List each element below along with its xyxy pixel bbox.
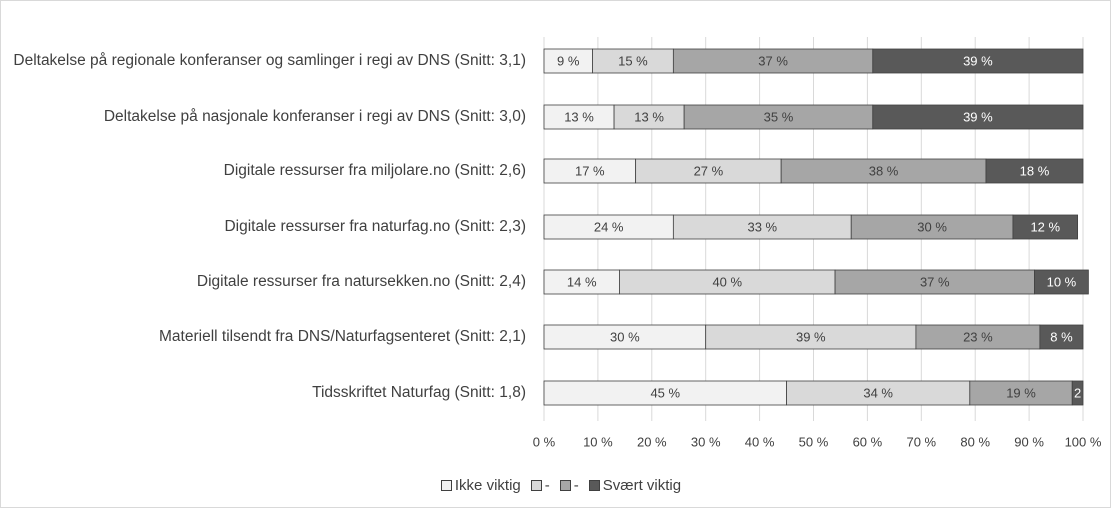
- bar-segment: [1034, 269, 1089, 295]
- legend-label: Ikke viktig: [454, 477, 521, 494]
- value-label: 12 %: [1030, 219, 1060, 234]
- value-label: 30 %: [610, 329, 640, 344]
- bar-segment: [1071, 380, 1084, 406]
- value-label: 39 %: [963, 53, 993, 68]
- bar-segment: [780, 158, 987, 184]
- value-label: 17 %: [575, 163, 605, 178]
- x-tick-label: 30 %: [691, 434, 721, 449]
- category-text: Digitale ressurser fra natursekken.no (S…: [196, 273, 526, 290]
- value-label: 33 %: [747, 219, 777, 234]
- category-label: Deltakelse på regionale konferanser og s…: [13, 36, 526, 86]
- value-label: 23 %: [963, 329, 993, 344]
- value-label: 27 %: [694, 163, 724, 178]
- legend-item: Svært viktig: [588, 477, 682, 494]
- bar-segment: [543, 48, 593, 74]
- value-label: 39 %: [796, 329, 826, 344]
- legend-label: Svært viktig: [602, 477, 682, 494]
- category-label: Deltakelse på nasjonale konferanser i re…: [104, 92, 526, 142]
- value-label: 13 %: [564, 109, 594, 124]
- bar-segment: [915, 324, 1041, 350]
- category-label: Digitale ressurser fra natursekken.no (S…: [197, 257, 526, 307]
- bar-segment: [543, 104, 615, 130]
- category-label: Tidsskriftet Naturfag (Snitt: 1,8): [312, 368, 526, 418]
- value-label: 34 %: [863, 385, 893, 400]
- bar-segment: [543, 324, 707, 350]
- bar-segment: [543, 158, 637, 184]
- category-label: Digitale ressurser fra miljolare.no (Sni…: [224, 146, 526, 196]
- value-label: 37 %: [758, 53, 788, 68]
- legend-swatch: [530, 480, 542, 491]
- value-label: 2: [1074, 385, 1081, 400]
- category-text: Digitale ressurser fra miljolare.no (Sni…: [223, 162, 526, 179]
- bar-segment: [619, 269, 836, 295]
- x-tick-label: 50 %: [799, 434, 829, 449]
- x-tick-label: 40 %: [745, 434, 775, 449]
- legend-swatch: [440, 480, 452, 491]
- value-label: 15 %: [618, 53, 648, 68]
- bar-segment: [985, 158, 1084, 184]
- x-tick-label: 70 %: [906, 434, 936, 449]
- value-label: 38 %: [869, 163, 899, 178]
- value-label: 13 %: [634, 109, 664, 124]
- value-label: 40 %: [712, 274, 742, 289]
- value-label: 45 %: [650, 385, 680, 400]
- value-label: 9 %: [557, 53, 580, 68]
- legend-item: -: [559, 477, 579, 494]
- legend-item: -: [530, 477, 550, 494]
- value-label: 39 %: [963, 109, 993, 124]
- category-label: Materiell tilsendt fra DNS/Naturfagsente…: [159, 312, 526, 362]
- category-text: Digitale ressurser fra naturfag.no (Snit…: [224, 218, 526, 235]
- legend-item: Ikke viktig: [440, 477, 521, 494]
- bar-segment: [543, 214, 674, 240]
- category-label: Digitale ressurser fra naturfag.no (Snit…: [224, 202, 526, 252]
- bar-segment: [543, 380, 787, 406]
- value-label: 24 %: [594, 219, 624, 234]
- x-tick-label: 0 %: [533, 434, 556, 449]
- category-text: Deltakelse på nasjonale konferanser i re…: [103, 108, 526, 125]
- bar-segment: [1012, 214, 1079, 240]
- bar-segment: [705, 324, 917, 350]
- x-tick-label: 10 %: [583, 434, 613, 449]
- value-label: 10 %: [1047, 274, 1077, 289]
- bar-segment: [850, 214, 1014, 240]
- legend: Ikke viktig - - Svært viktig: [301, 477, 821, 494]
- value-label: 8 %: [1050, 329, 1073, 344]
- bar-segment: [635, 158, 782, 184]
- bar-segment: [786, 380, 971, 406]
- category-text: Materiell tilsendt fra DNS/Naturfagsente…: [159, 328, 526, 345]
- legend-label: -: [573, 477, 579, 494]
- x-tick-label: 100 %: [1065, 434, 1102, 449]
- x-tick-label: 90 %: [1014, 434, 1044, 449]
- value-label: 37 %: [920, 274, 950, 289]
- value-label: 30 %: [917, 219, 947, 234]
- value-label: 14 %: [567, 274, 597, 289]
- bar-segment: [969, 380, 1073, 406]
- x-tick-label: 20 %: [637, 434, 667, 449]
- value-label: 35 %: [764, 109, 794, 124]
- bar-segment: [1039, 324, 1084, 350]
- category-text: Tidsskriftet Naturfag (Snitt: 1,8): [312, 384, 526, 401]
- bar-segment: [872, 48, 1084, 74]
- legend-swatch: [559, 480, 571, 491]
- x-tick-label: 60 %: [853, 434, 883, 449]
- value-label: 18 %: [1020, 163, 1050, 178]
- value-label: 19 %: [1006, 385, 1036, 400]
- bar-segment: [872, 104, 1084, 130]
- legend-label: -: [544, 477, 550, 494]
- x-tick-label: 80 %: [960, 434, 990, 449]
- category-text: Deltakelse på regionale konferanser og s…: [13, 52, 526, 69]
- bar-segment: [543, 269, 620, 295]
- legend-swatch: [588, 480, 600, 491]
- bar-segment: [613, 104, 685, 130]
